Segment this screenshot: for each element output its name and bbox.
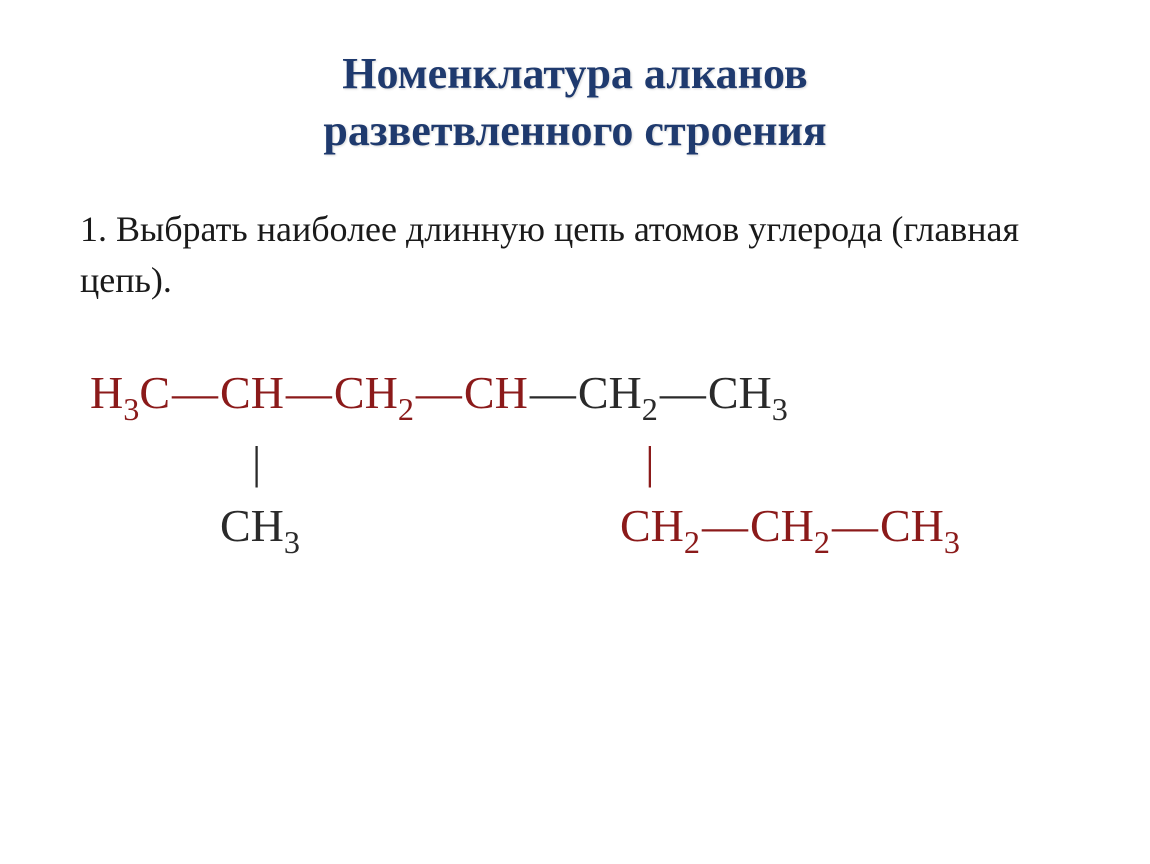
branch-group: CH3 <box>220 498 300 560</box>
bond-horizontal: — <box>658 365 708 420</box>
chem-group: CH2 <box>620 498 700 560</box>
chem-group: CH <box>220 365 284 420</box>
chem-group: CH2 <box>334 365 414 427</box>
chemical-structure: H3C—CH—CH2—CH—CH2—CH3 || CH3CH2—CH2—CH3 <box>60 365 1090 560</box>
title-line2: разветвленного строения <box>60 102 1090 159</box>
bond-vertical: | <box>252 435 261 490</box>
bond-horizontal: — <box>830 498 880 553</box>
slide-body-text: 1. Выбрать наиболее длинную цепь атомов … <box>60 204 1090 305</box>
chem-group: CH2 <box>578 365 658 427</box>
chem-group: CH3 <box>880 498 960 560</box>
vertical-bond-row: || <box>90 435 1090 490</box>
chem-group: H3C <box>90 365 170 427</box>
branch-group: CH2—CH2—CH3 <box>620 498 960 560</box>
bond-horizontal: — <box>284 365 334 420</box>
bond-horizontal: — <box>700 498 750 553</box>
branch-row: CH3CH2—CH2—CH3 <box>90 498 1090 560</box>
chem-group: CH3 <box>708 365 788 427</box>
slide-title: Номенклатура алканов разветвленного стро… <box>60 45 1090 159</box>
bond-vertical: | <box>645 435 654 490</box>
bond-horizontal: — <box>528 365 578 420</box>
slide-container: Номенклатура алканов разветвленного стро… <box>0 0 1150 864</box>
chem-group: CH <box>464 365 528 420</box>
main-chain-row: H3C—CH—CH2—CH—CH2—CH3 <box>90 365 1090 427</box>
bond-horizontal: — <box>414 365 464 420</box>
chem-group: CH3 <box>220 498 300 560</box>
title-line1: Номенклатура алканов <box>60 45 1090 102</box>
chem-group: CH2 <box>750 498 830 560</box>
bond-horizontal: — <box>170 365 220 420</box>
